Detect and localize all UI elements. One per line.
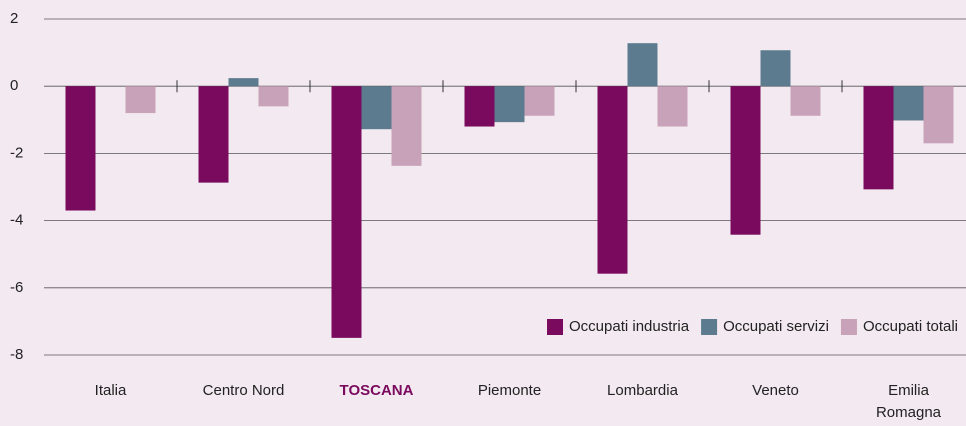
bar	[627, 43, 658, 87]
bar	[464, 86, 495, 127]
y-tick-label: -8	[10, 346, 23, 363]
x-tick-label: Centro Nord	[202, 382, 285, 399]
x-tick-label: Emilia Romagna	[875, 382, 942, 421]
bar	[65, 86, 96, 211]
bar	[657, 86, 688, 127]
bar	[760, 50, 791, 87]
bar	[730, 86, 761, 235]
x-tick-label: Veneto	[752, 382, 799, 399]
bar	[790, 86, 821, 116]
x-tick-label: Lombardia	[607, 382, 678, 399]
x-tick-label: Italia	[94, 382, 127, 399]
bar	[893, 86, 924, 121]
y-tick-label: 2	[10, 10, 18, 27]
bar	[863, 86, 894, 190]
legend-label: Occupati industria	[569, 318, 690, 335]
x-tick-label: Piemonte	[477, 382, 542, 399]
legend-swatch	[701, 319, 718, 335]
y-tick-label: -4	[10, 212, 23, 229]
bar	[258, 86, 289, 107]
bar	[391, 86, 422, 166]
y-tick-label: -6	[10, 279, 23, 296]
bar	[923, 86, 954, 144]
y-tick-label: 0	[10, 77, 18, 94]
bar	[198, 86, 229, 183]
legend-swatch	[547, 319, 564, 335]
bar	[494, 86, 525, 123]
bar	[125, 86, 156, 114]
bar	[524, 86, 555, 116]
bar	[331, 86, 362, 338]
legend-label: Occupati servizi	[723, 318, 829, 335]
y-tick-label: -2	[10, 144, 23, 161]
bar	[597, 86, 628, 274]
bar	[361, 86, 392, 130]
legend-label: Occupati totali	[863, 318, 958, 335]
bar	[228, 78, 259, 87]
x-tick-label: TOSCANA	[339, 382, 414, 399]
legend-swatch	[840, 319, 857, 335]
